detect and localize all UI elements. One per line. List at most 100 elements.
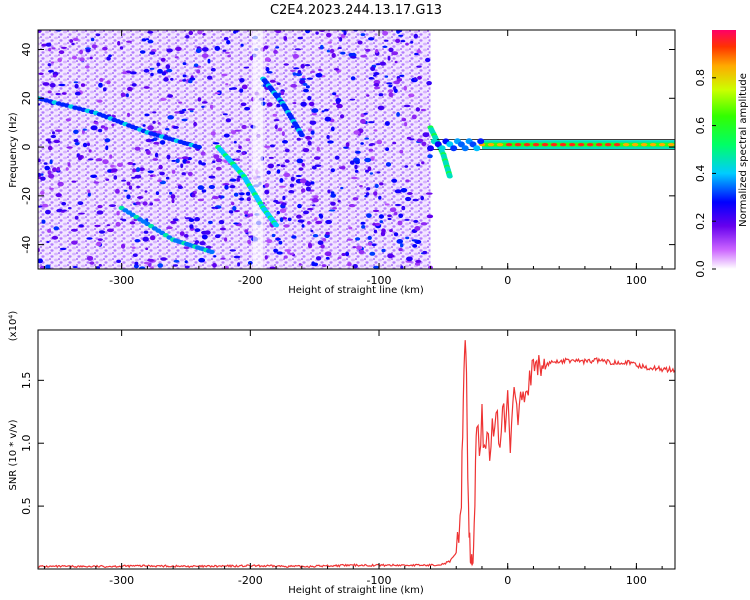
spectrogram-speckle — [340, 186, 344, 190]
spectrogram-speckle — [357, 40, 363, 45]
spectrogram-speckle — [330, 126, 335, 132]
spectrogram-speckle — [366, 94, 370, 97]
spectrogram-speckle — [230, 130, 237, 135]
spectrogram-speckle — [239, 78, 245, 83]
spectrogram-speckle — [173, 259, 180, 263]
spectrogram-speckle — [403, 85, 407, 91]
spectrogram-speckle — [405, 42, 409, 46]
spectrogram-speckle — [95, 158, 103, 162]
spectrogram-speckle — [91, 44, 98, 49]
spectrogram-speckle — [319, 44, 324, 50]
spectrogram-speckle — [426, 81, 432, 86]
spectrogram-speckle — [345, 142, 350, 148]
spectrogram-speckle — [365, 192, 370, 196]
tone-peak — [622, 143, 630, 147]
chart-title: C2E4.2023.244.13.17.G13 — [270, 3, 442, 18]
spectrogram-speckle — [56, 166, 61, 172]
spectrogram-speckle — [201, 105, 205, 109]
spectrogram-speckle — [327, 41, 332, 44]
spectrogram-speckle — [150, 174, 153, 177]
spectrogram-speckle — [279, 208, 287, 214]
spectrogram-speckle — [396, 112, 400, 117]
spectrogram-speckle — [175, 46, 182, 52]
spectrogram-speckle — [422, 132, 430, 138]
spectrogram-speckle — [283, 172, 291, 178]
spectrogram-speckle — [207, 75, 213, 80]
colorbar-tick-label: 0.0 — [694, 260, 707, 278]
spectrogram-speckle — [236, 149, 242, 153]
spectrogram-speckle — [275, 237, 281, 241]
spectrogram-speckle — [122, 71, 128, 75]
spectrogram-speckle — [223, 37, 229, 41]
spectrogram-speckle — [215, 158, 223, 163]
spectrogram-speckle — [86, 237, 93, 240]
spectrogram-speckle — [78, 212, 85, 215]
spectrogram-speckle — [147, 39, 154, 44]
spectrogram-speckle — [38, 30, 42, 33]
spectrogram-speckle — [368, 144, 374, 146]
spectrogram-speckle — [283, 224, 290, 228]
spectrogram-speckle — [160, 257, 168, 261]
spectrogram-speckle — [157, 122, 161, 125]
spectrogram-speckle — [326, 49, 330, 53]
spectrogram-speckle — [376, 139, 383, 145]
spectrogram-speckle — [280, 91, 285, 96]
spectrogram-speckle — [58, 50, 65, 55]
spectrogram-speckle — [352, 246, 357, 249]
x-tick-label: -200 — [238, 274, 263, 287]
spectrogram-speckle — [325, 256, 330, 260]
spectrogram-speckle — [249, 213, 254, 217]
spectrogram-speckle — [373, 229, 378, 234]
spectrogram-speckle — [290, 83, 298, 88]
spectrogram-speckle — [45, 264, 51, 269]
x-tick-label: 0 — [504, 274, 511, 287]
spectrogram-speckle — [379, 61, 386, 66]
spectrogram-speckle — [389, 254, 395, 258]
spectrogram-speckle — [193, 63, 199, 68]
spectrogram-speckle — [399, 149, 404, 154]
spectrogram-speckle — [53, 139, 61, 144]
spectrogram-speckle — [373, 265, 380, 269]
spectrogram-speckle — [204, 230, 211, 235]
spectrogram-speckle — [364, 195, 368, 198]
spectrogram-speckle — [182, 62, 187, 66]
spectrogram-speckle — [362, 121, 366, 124]
spectrogram-speckle — [283, 63, 289, 66]
spectrogram-speckle — [188, 218, 195, 223]
spectrogram-speckle — [98, 128, 103, 133]
spectrogram-speckle — [305, 186, 311, 192]
spectrogram-speckle — [131, 83, 137, 87]
spectrogram-speckle — [94, 224, 101, 228]
spectrogram-speckle — [422, 250, 428, 255]
spectrogram-speckle — [310, 130, 315, 135]
spectrogram-speckle — [212, 160, 216, 164]
spectrogram-speckle — [321, 110, 325, 113]
spectrogram-speckle — [197, 198, 205, 202]
spectrogram-speckle — [287, 217, 292, 222]
spectrogram-speckle — [69, 39, 74, 43]
snr-panel: -300 -200 -100 0 100 1.5 1.0 0.5 Height of str… — [8, 311, 676, 596]
spectrogram-speckle — [292, 53, 299, 59]
spectrogram-speckle — [182, 74, 187, 78]
spectrogram-speckle — [41, 43, 48, 47]
spectrogram-gap — [252, 30, 263, 269]
spectrogram-speckle — [177, 185, 183, 189]
spectrogram-panel: -300 -200 -100 0 100 40 20 0 -20 -40 Height of s… — [8, 29, 676, 296]
spectrogram-speckle — [382, 45, 388, 49]
spectrogram-speckle — [396, 239, 404, 244]
spectrogram-speckle — [300, 188, 306, 193]
spectrogram-speckle — [165, 128, 170, 131]
spectrogram-speckle — [339, 37, 343, 42]
spectrogram-speckle — [278, 240, 283, 245]
spectrogram-speckle — [318, 68, 322, 72]
spectrogram-speckle — [266, 239, 273, 244]
spectrogram-speckle — [365, 48, 371, 52]
spectrogram-speckle — [385, 162, 392, 167]
spectrogram-speckle — [78, 224, 84, 228]
colorbar-tick-label: 0.8 — [694, 69, 707, 87]
spectrogram-speckle — [103, 87, 107, 92]
spectrogram-speckle — [398, 213, 404, 219]
spectrogram-speckle — [106, 224, 111, 227]
spectrogram-speckle — [161, 71, 167, 76]
spectrogram-speckle — [311, 165, 317, 170]
